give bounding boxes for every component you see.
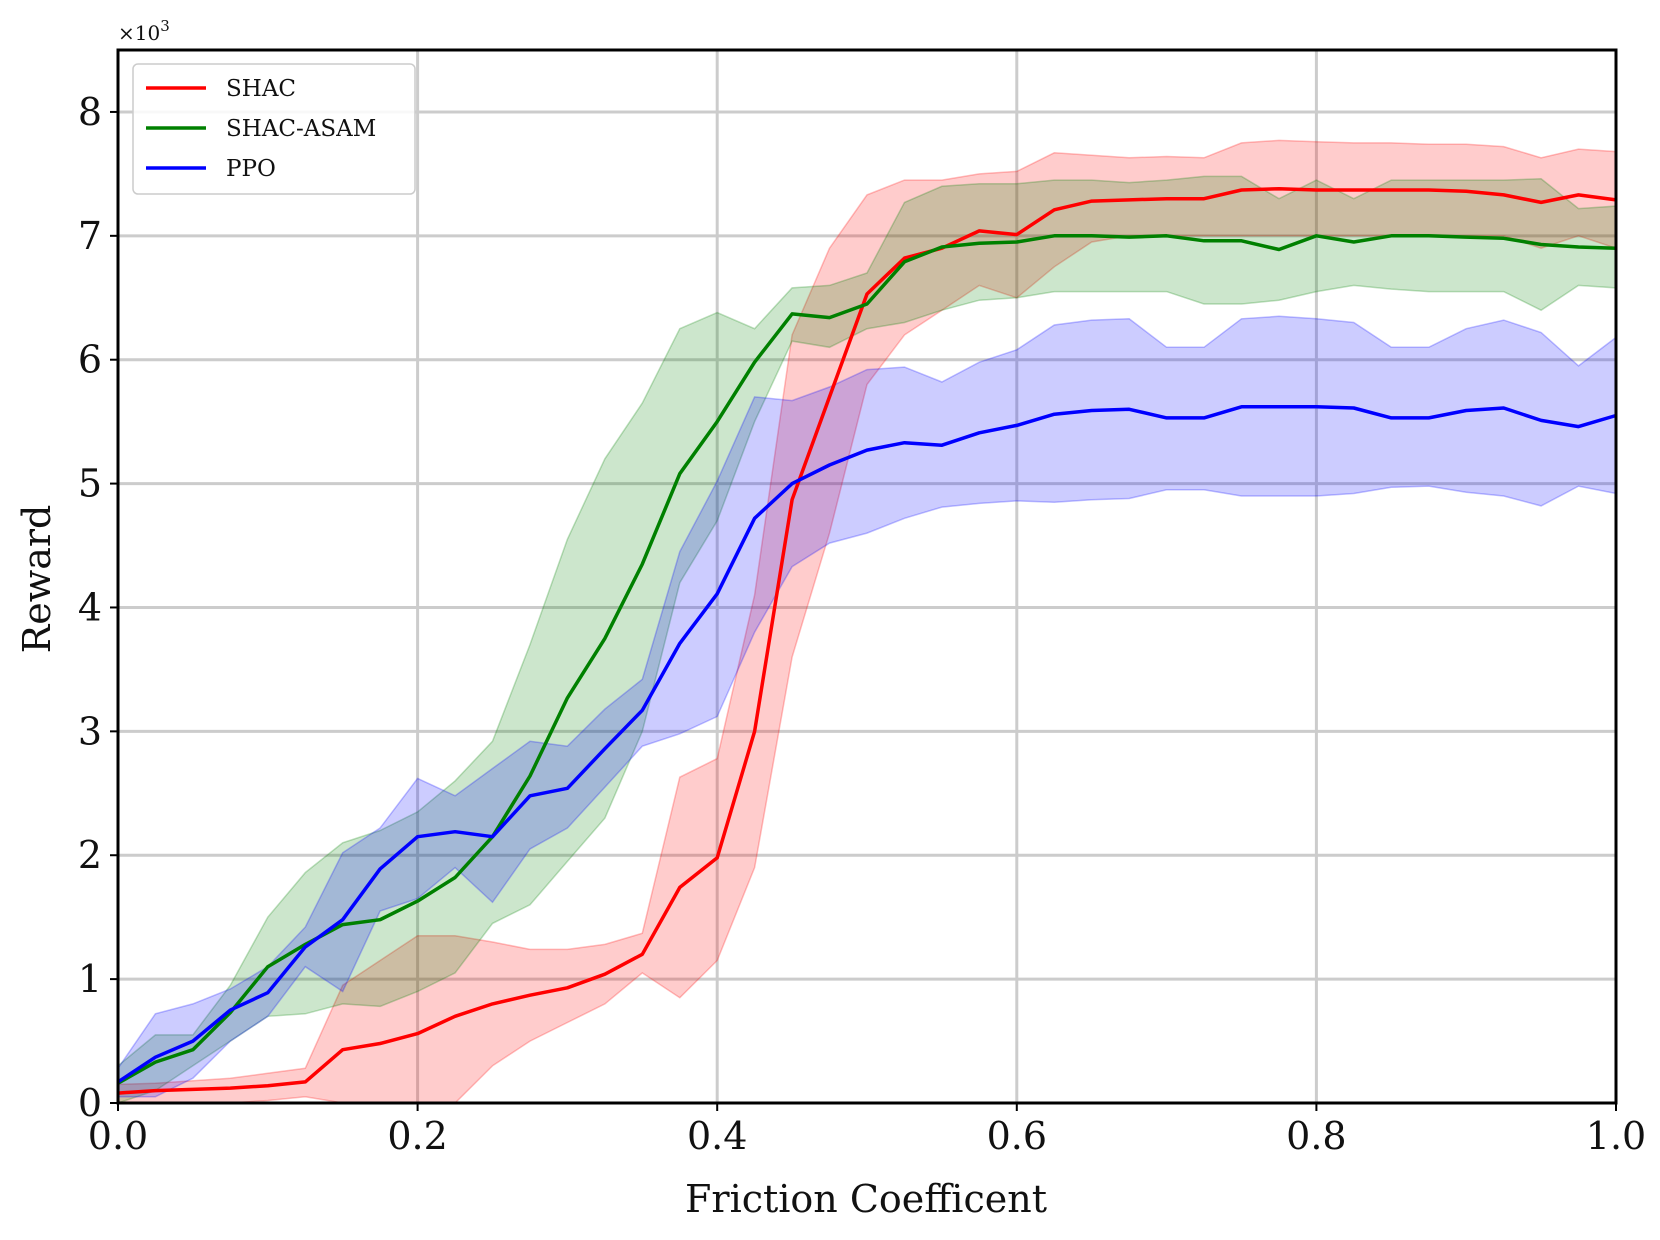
line-shac	[117, 186, 1617, 1095]
x-tick-label: 0.4	[687, 1114, 747, 1158]
grid	[118, 50, 1616, 1103]
axis-ticks: 0.0 0.2 0.4 0.6 0.8 1.0 0 1 2 3 4 5 6 7 8	[78, 90, 1646, 1158]
legend-box	[132, 63, 416, 195]
y-tick-label: 8	[78, 90, 102, 134]
y-axis-label: Reward	[15, 505, 59, 654]
y-tick-label: 1	[78, 957, 102, 1001]
plot-frame	[116, 48, 1618, 1105]
y-tick-label: 6	[78, 338, 102, 382]
x-tick-label: 0.0	[88, 1114, 148, 1158]
y-tick-label: 7	[78, 214, 102, 258]
legend: SHAC SHAC-ASAM PPO	[132, 63, 416, 195]
line-shac-asam	[117, 234, 1617, 1085]
x-tick-label: 0.2	[387, 1114, 447, 1158]
confidence-bands	[117, 139, 1617, 1105]
x-tick-label: 1.0	[1586, 1114, 1646, 1158]
y-tick-label: 5	[78, 462, 102, 506]
legend-label-shac: SHAC	[226, 76, 296, 102]
series-lines	[117, 186, 1617, 1095]
legend-label-shac-asam: SHAC-ASAM	[226, 116, 376, 142]
y-multiplier-label: ×103	[118, 17, 170, 45]
y-tick-label: 0	[78, 1081, 102, 1125]
legend-label-ppo: PPO	[226, 156, 276, 182]
line-ppo	[117, 405, 1617, 1084]
y-tick-label: 2	[78, 833, 102, 877]
x-tick-label: 0.8	[1286, 1114, 1346, 1158]
y-tick-label: 4	[78, 585, 102, 629]
y-tick-label: 3	[78, 709, 102, 753]
x-tick-label: 0.6	[987, 1114, 1047, 1158]
x-axis-label: Friction Coefficent	[685, 1177, 1047, 1221]
